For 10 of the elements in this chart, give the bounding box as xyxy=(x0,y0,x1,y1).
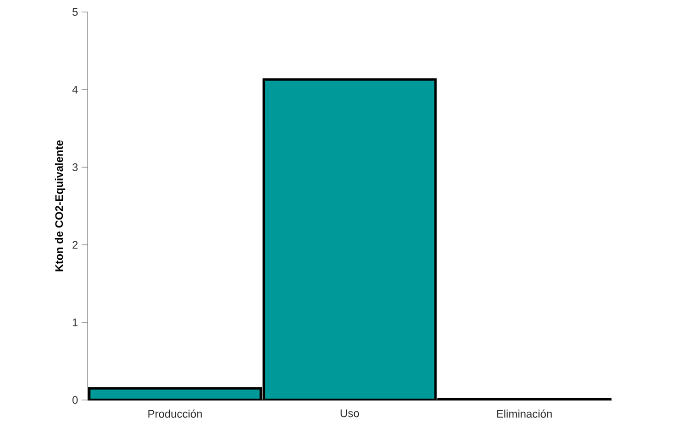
x-tick-label: Eliminación xyxy=(497,410,552,418)
y-tick-label: 0 xyxy=(72,396,78,404)
y-axis-title: Kton de CO2-Equivalente xyxy=(54,140,66,272)
x-tick-label: Producción xyxy=(148,410,202,418)
y-tick-label: 3 xyxy=(72,163,78,172)
y-tick-label: 4 xyxy=(72,86,78,94)
y-tick-label: 5 xyxy=(72,8,78,16)
y-tick-label: 1 xyxy=(72,318,78,326)
y-tick-label: 2 xyxy=(72,240,78,249)
x-tick-label: Uso xyxy=(340,410,359,418)
